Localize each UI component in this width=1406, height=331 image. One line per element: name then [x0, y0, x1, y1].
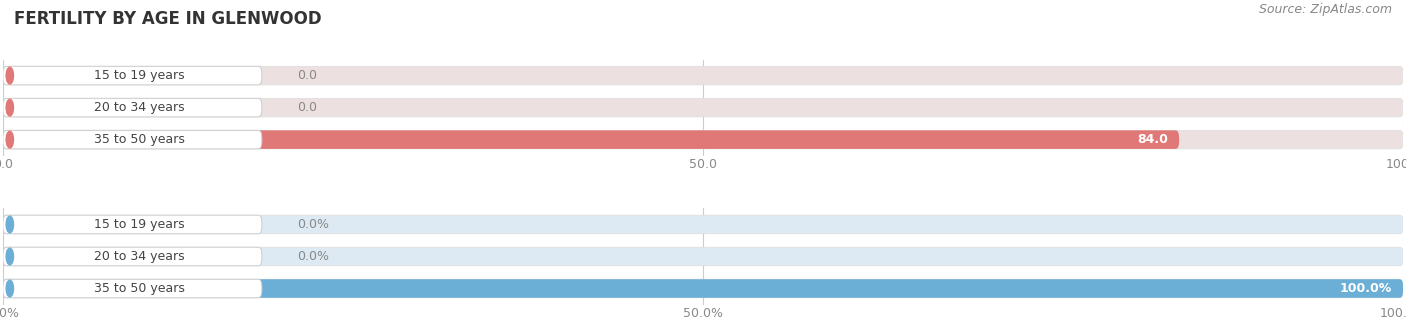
FancyBboxPatch shape [3, 247, 262, 266]
Text: 35 to 50 years: 35 to 50 years [94, 133, 184, 146]
Text: Source: ZipAtlas.com: Source: ZipAtlas.com [1258, 3, 1392, 16]
FancyBboxPatch shape [3, 279, 1403, 298]
Text: 15 to 19 years: 15 to 19 years [94, 218, 184, 231]
Text: 0.0%: 0.0% [297, 218, 329, 231]
Circle shape [6, 131, 14, 148]
Circle shape [6, 216, 14, 233]
FancyBboxPatch shape [3, 279, 1403, 298]
Text: 84.0: 84.0 [1137, 133, 1168, 146]
Text: 15 to 19 years: 15 to 19 years [94, 69, 184, 82]
FancyBboxPatch shape [3, 98, 1403, 117]
Text: 0.0: 0.0 [297, 69, 316, 82]
Text: 20 to 34 years: 20 to 34 years [94, 101, 184, 114]
Text: 0.0%: 0.0% [297, 250, 329, 263]
FancyBboxPatch shape [3, 98, 262, 117]
Text: 100.0%: 100.0% [1340, 282, 1392, 295]
FancyBboxPatch shape [3, 66, 262, 85]
Text: 0.0: 0.0 [297, 101, 316, 114]
Text: FERTILITY BY AGE IN GLENWOOD: FERTILITY BY AGE IN GLENWOOD [14, 10, 322, 28]
FancyBboxPatch shape [3, 215, 1403, 234]
FancyBboxPatch shape [3, 130, 1180, 149]
FancyBboxPatch shape [3, 130, 262, 149]
Circle shape [6, 280, 14, 297]
Circle shape [6, 248, 14, 265]
Circle shape [6, 67, 14, 84]
Circle shape [6, 99, 14, 116]
Text: 20 to 34 years: 20 to 34 years [94, 250, 184, 263]
FancyBboxPatch shape [3, 247, 1403, 266]
FancyBboxPatch shape [3, 130, 1403, 149]
Text: 35 to 50 years: 35 to 50 years [94, 282, 184, 295]
FancyBboxPatch shape [3, 66, 1403, 85]
FancyBboxPatch shape [3, 215, 262, 234]
FancyBboxPatch shape [3, 279, 262, 298]
